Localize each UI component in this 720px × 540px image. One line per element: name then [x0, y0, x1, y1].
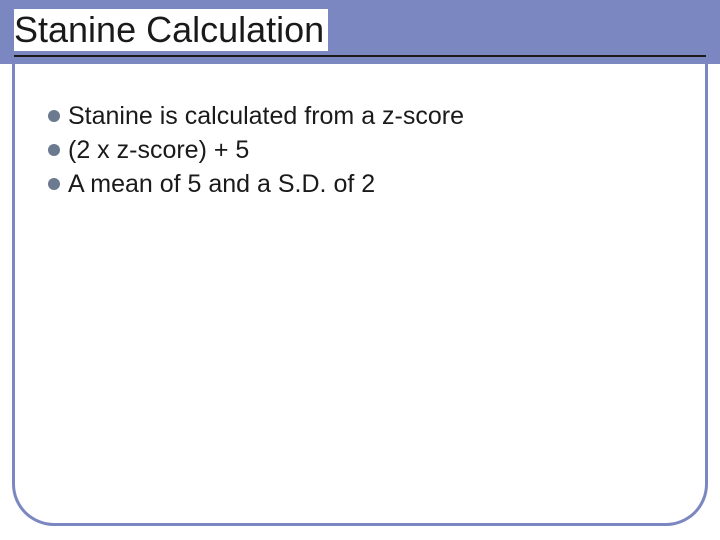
- bullet-icon: [48, 144, 60, 156]
- bullet-text: Stanine is calculated from a z-score: [68, 100, 464, 132]
- list-item: Stanine is calculated from a z-score: [48, 100, 688, 132]
- bullet-icon: [48, 110, 60, 122]
- title-underline: [14, 55, 706, 57]
- list-item: (2 x z-score) + 5: [48, 134, 688, 166]
- slide-title: Stanine Calculation: [14, 9, 328, 51]
- bullet-text: A mean of 5 and a S.D. of 2: [68, 168, 375, 200]
- bullet-list: Stanine is calculated from a z-score (2 …: [48, 100, 688, 202]
- bullet-icon: [48, 178, 60, 190]
- bullet-text: (2 x z-score) + 5: [68, 134, 249, 166]
- list-item: A mean of 5 and a S.D. of 2: [48, 168, 688, 200]
- slide: Stanine Calculation Stanine is calculate…: [0, 0, 720, 540]
